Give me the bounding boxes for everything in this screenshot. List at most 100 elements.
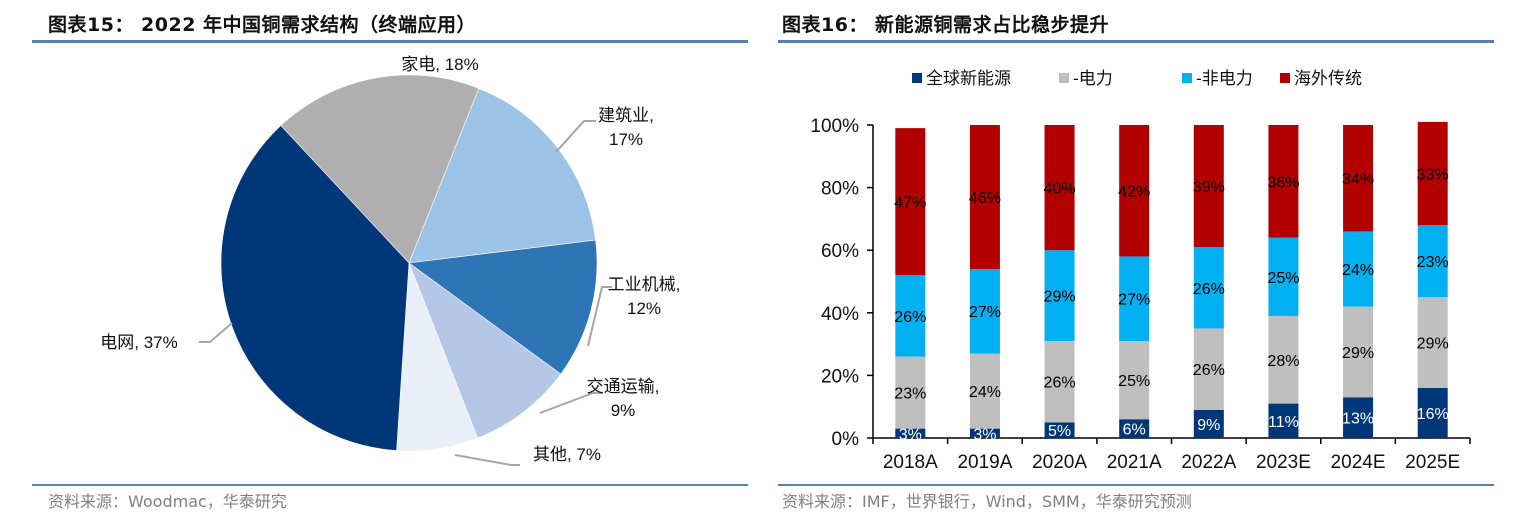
- data-label: 27%: [1118, 292, 1150, 309]
- bar-stack-2019A: 3% 24% 27% 46%: [969, 125, 1001, 443]
- data-label: 23%: [1417, 254, 1449, 271]
- bar-segment--非电力: [1343, 231, 1374, 307]
- legend-item--电力: -电力: [1059, 69, 1113, 89]
- data-label: 13%: [1342, 411, 1374, 428]
- bar-chart-title: 图表16： 新能源铜需求占比稳步提升: [782, 14, 1110, 36]
- pie-slice-电网: [220, 125, 410, 451]
- pie-label: 交通运输,: [587, 377, 660, 396]
- source-rule: [32, 484, 748, 486]
- bar-stack-2025E: 16% 29% 23% 33%: [1417, 121, 1449, 438]
- data-label: 6%: [1123, 422, 1146, 439]
- bar-stack-2023E: 11% 28% 25% 36%: [1267, 125, 1299, 438]
- legend-swatch: [1280, 73, 1290, 83]
- x-tick-label: 2022A: [1181, 452, 1236, 470]
- bar-segment-全球新能源: [895, 428, 926, 438]
- data-label: 24%: [1342, 262, 1374, 279]
- data-label: 3%: [899, 426, 922, 443]
- x-tick-label: 2020A: [1032, 452, 1087, 470]
- bar-segment-海外传统: [1417, 121, 1448, 226]
- bar-segment--非电力: [1417, 225, 1448, 298]
- y-tick-label: 0%: [832, 429, 860, 450]
- data-label: 29%: [1417, 336, 1449, 353]
- left-panel: 图表15： 2022 年中国铜需求结构（终端应用） 家电, 18% 建筑业, 17%…: [32, 14, 748, 511]
- bar-segment-海外传统: [1343, 125, 1374, 232]
- x-tick-label: 2018A: [883, 452, 938, 470]
- data-label: 46%: [969, 190, 1001, 207]
- title-rule: [778, 40, 1494, 43]
- leader-line: [539, 392, 603, 414]
- pie-label-value: 17%: [609, 130, 643, 149]
- data-label: 36%: [1267, 174, 1299, 191]
- bar-segment--非电力: [1193, 247, 1224, 329]
- source-note: 资料来源：Woodmac，华泰研究: [48, 492, 287, 511]
- pie-chart-title: 图表15： 2022 年中国铜需求结构（终端应用）: [48, 14, 477, 36]
- bar-segment-全球新能源: [1044, 422, 1075, 438]
- data-label: 25%: [1267, 270, 1299, 287]
- bar-segment-海外传统: [969, 125, 1000, 269]
- bar-segment-全球新能源: [1343, 397, 1374, 438]
- data-label: 9%: [1197, 417, 1220, 434]
- pie-slice-建筑业: [408, 88, 596, 264]
- bar-segment-全球新能源: [969, 428, 1000, 438]
- right-panel: 图表16： 新能源铜需求占比稳步提升 全球新能源 -电力 -非电力 海外传统 0% 20%…: [760, 0, 1516, 526]
- data-label: 16%: [1417, 406, 1449, 423]
- pie-label: 电网, 37%: [100, 333, 177, 352]
- data-label: 26%: [1193, 362, 1225, 379]
- bar-segment-全球新能源: [1193, 409, 1224, 438]
- legend-label: -电力: [1073, 69, 1113, 89]
- legend-label: -非电力: [1196, 69, 1253, 89]
- bar-segment--电力: [895, 356, 926, 429]
- x-tick-label: 2021A: [1107, 452, 1162, 470]
- legend-label: 海外传统: [1294, 69, 1362, 89]
- bar-stack-2020A: 5% 26% 29% 40%: [1044, 125, 1076, 440]
- leader-line: [454, 454, 520, 466]
- y-tick-label: 100%: [810, 116, 859, 137]
- legend-swatch: [912, 73, 922, 83]
- bar-segment--电力: [1193, 328, 1224, 410]
- bar-stack-2018A: 3% 23% 26% 47%: [894, 128, 926, 443]
- legend-label: 全球新能源: [926, 69, 1011, 89]
- pie-label-value: 9%: [611, 401, 636, 420]
- bar-stack-2021A: 6% 25% 27% 42%: [1118, 125, 1150, 439]
- legend-item--非电力: -非电力: [1182, 69, 1253, 89]
- y-tick-label: 40%: [821, 304, 859, 325]
- bar-segment-全球新能源: [1417, 387, 1448, 438]
- data-label: 29%: [1342, 345, 1374, 362]
- bar-segment--电力: [1119, 340, 1150, 420]
- bar-segment-海外传统: [1193, 125, 1224, 248]
- pie-label: 家电, 18%: [401, 55, 478, 74]
- data-label: 40%: [1044, 181, 1076, 198]
- source-note: 资料来源：IMF，世界银行，Wind，SMM，华泰研究预测: [782, 492, 1192, 511]
- data-label: 25%: [1118, 373, 1150, 390]
- bar-segment-海外传统: [1044, 125, 1075, 251]
- data-label: 28%: [1267, 353, 1299, 370]
- bar-segment-海外传统: [1268, 125, 1299, 238]
- pie-label: 其他, 7%: [533, 445, 601, 464]
- data-label: 3%: [973, 426, 996, 443]
- pie-slice-工业机械: [408, 239, 598, 375]
- data-label: 34%: [1342, 171, 1374, 188]
- y-tick-label: 60%: [821, 241, 859, 262]
- data-label: 47%: [894, 195, 926, 212]
- data-label: 24%: [969, 384, 1001, 401]
- data-label: 26%: [1193, 281, 1225, 298]
- pie-label: 建筑业,: [598, 106, 654, 125]
- pie-label: 工业机械,: [608, 275, 681, 294]
- bar-segment-全球新能源: [1119, 419, 1150, 438]
- data-label: 26%: [894, 309, 926, 326]
- x-tick-label: 2024E: [1331, 452, 1386, 470]
- pie-chart: 家电, 18% 建筑业, 17% 工业机械, 12% 交通运输, 9% 其他, 7% 电网, 3…: [100, 55, 681, 466]
- bar-stack-2024E: 13% 29% 24% 34%: [1342, 125, 1374, 438]
- x-tick-label: 2023E: [1256, 452, 1311, 470]
- bar-segment--电力: [969, 353, 1000, 429]
- pie-slice-家电: [280, 74, 480, 264]
- leader-line: [587, 286, 612, 347]
- title-rule: [32, 40, 748, 43]
- stacked-bar-chart: 全球新能源 -电力 -非电力 海外传统 0% 20% 40% 60% 80% 100% 3% 23% 2…: [810, 69, 1471, 470]
- leader-line: [199, 322, 233, 343]
- x-tick-label: 2019A: [957, 452, 1012, 470]
- bar-segment--电力: [1343, 306, 1374, 398]
- data-label: 42%: [1118, 184, 1150, 201]
- data-label: 27%: [969, 304, 1001, 321]
- bar-segment-海外传统: [895, 128, 926, 276]
